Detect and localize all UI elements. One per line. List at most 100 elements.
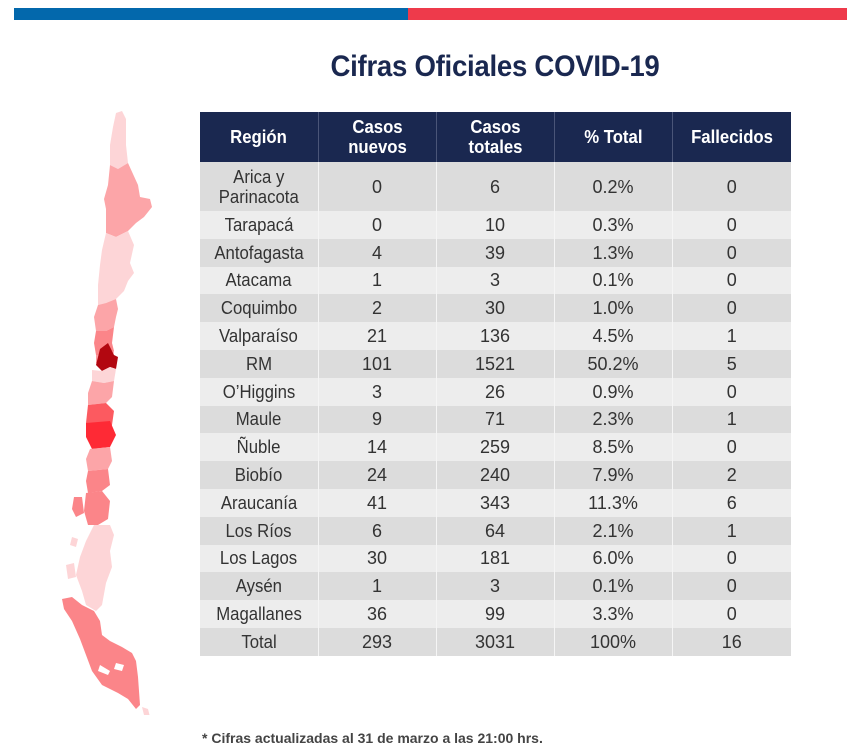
pct-total-cell: 0.2% <box>553 162 672 211</box>
casos-nuevos-cell: 24 <box>317 461 436 489</box>
casos-nuevos-cell: 2 <box>317 294 436 323</box>
table-row: Magallanes 36 99 3.3% 0 <box>200 600 791 628</box>
pct-total-cell: 8.5% <box>553 433 672 462</box>
table-row: Biobío 24 240 7.9% 2 <box>200 461 791 489</box>
region-cell: RM <box>200 349 318 378</box>
pct-total-cell: 4.5% <box>553 322 672 350</box>
casos-totales-cell: 10 <box>435 211 554 239</box>
pct-total-cell: 0.3% <box>553 211 672 239</box>
fallecidos-cell: 0 <box>671 572 791 601</box>
region-cell: Antofagasta <box>200 238 318 267</box>
casos-totales-cell: 181 <box>435 544 554 573</box>
pct-total-total: 100% <box>553 627 672 656</box>
fallecidos-cell: 0 <box>671 162 791 211</box>
region-cell: Aysén <box>200 572 318 601</box>
casos-nuevos-cell: 1 <box>317 572 436 601</box>
table-row: Arica y Parinacota 0 6 0.2% 0 <box>200 162 791 211</box>
fallecidos-cell: 0 <box>671 294 791 323</box>
fallecidos-cell: 0 <box>671 238 791 267</box>
casos-nuevos-cell: 36 <box>317 600 436 628</box>
casos-nuevos-cell: 9 <box>317 405 436 434</box>
pct-total-cell: 0.1% <box>553 572 672 601</box>
pct-total-cell: 6.0% <box>553 544 672 573</box>
page-title: Cifras Oficiales COVID-19 <box>330 50 660 83</box>
casos-totales-cell: 30 <box>435 294 554 323</box>
table-row: Los Lagos 30 181 6.0% 0 <box>200 544 791 573</box>
casos-nuevos-cell: 0 <box>317 162 436 211</box>
pct-total-cell: 1.0% <box>553 294 672 323</box>
pct-total-cell: 0.1% <box>553 266 672 295</box>
column-header-fallecidos: Fallecidos <box>671 112 791 162</box>
pct-total-cell: 0.9% <box>553 377 672 406</box>
table-row: Los Ríos 6 64 2.1% 1 <box>200 516 791 545</box>
region-cell: Arica y Parinacota <box>200 162 318 211</box>
fallecidos-cell: 0 <box>671 266 791 295</box>
pct-total-cell: 11.3% <box>553 488 672 517</box>
table-row: Antofagasta 4 39 1.3% 0 <box>200 238 791 267</box>
region-cell: Biobío <box>200 461 318 489</box>
casos-totales-cell: 136 <box>435 322 554 350</box>
flag-red-segment <box>408 8 847 20</box>
casos-nuevos-cell: 0 <box>317 211 436 239</box>
chile-map-icon <box>62 111 152 715</box>
region-cell-total: Total <box>200 627 318 656</box>
casos-totales-cell: 71 <box>435 405 554 434</box>
fallecidos-cell: 0 <box>671 211 791 239</box>
table-row: Maule 9 71 2.3% 1 <box>200 405 791 434</box>
casos-totales-cell: 64 <box>435 516 554 545</box>
covid-cases-table: Región Casos nuevos Casos totales % Tota… <box>200 112 791 656</box>
casos-nuevos-cell: 1 <box>317 266 436 295</box>
casos-nuevos-cell: 14 <box>317 433 436 462</box>
pct-total-cell: 1.3% <box>553 238 672 267</box>
table-row: Atacama 1 3 0.1% 0 <box>200 266 791 295</box>
region-cell: Coquimbo <box>200 294 318 323</box>
casos-nuevos-total: 293 <box>317 627 436 656</box>
flag-color-bar <box>14 8 847 20</box>
table-total-row: Total 293 3031 100% 16 <box>200 627 791 656</box>
region-cell: Los Lagos <box>200 544 318 573</box>
fallecidos-cell: 1 <box>671 322 791 350</box>
fallecidos-cell: 0 <box>671 544 791 573</box>
flag-blue-segment <box>14 8 408 20</box>
casos-nuevos-cell: 21 <box>317 322 436 350</box>
casos-nuevos-cell: 101 <box>317 349 436 378</box>
casos-nuevos-cell: 6 <box>317 516 436 545</box>
pct-total-cell: 7.9% <box>553 461 672 489</box>
casos-totales-cell: 343 <box>435 488 554 517</box>
table-row: Valparaíso 21 136 4.5% 1 <box>200 322 791 350</box>
casos-totales-cell: 240 <box>435 461 554 489</box>
region-cell: Ñuble <box>200 433 318 462</box>
fallecidos-total: 16 <box>671 627 791 656</box>
region-cell: Valparaíso <box>200 322 318 350</box>
region-cell: O’Higgins <box>200 377 318 406</box>
column-header-pct-total: % Total <box>553 112 672 162</box>
casos-totales-cell: 1521 <box>435 349 554 378</box>
fallecidos-cell: 5 <box>671 349 791 378</box>
table-row: Tarapacá 0 10 0.3% 0 <box>200 211 791 239</box>
table-row: Ñuble 14 259 8.5% 0 <box>200 433 791 462</box>
pct-total-cell: 2.1% <box>553 516 672 545</box>
fallecidos-cell: 0 <box>671 600 791 628</box>
casos-totales-cell: 6 <box>435 162 554 211</box>
region-cell: Los Ríos <box>200 516 318 545</box>
casos-totales-cell: 99 <box>435 600 554 628</box>
fallecidos-cell: 6 <box>671 488 791 517</box>
footnote: * Cifras actualizadas al 31 de marzo a l… <box>202 730 543 746</box>
region-cell: Araucanía <box>200 488 318 517</box>
column-header-region: Región <box>200 112 318 162</box>
table-row: Araucanía 41 343 11.3% 6 <box>200 488 791 517</box>
fallecidos-cell: 2 <box>671 461 791 489</box>
casos-totales-total: 3031 <box>435 627 554 656</box>
region-cell: Tarapacá <box>200 211 318 239</box>
fallecidos-cell: 0 <box>671 377 791 406</box>
pct-total-cell: 2.3% <box>553 405 672 434</box>
region-cell: Maule <box>200 405 318 434</box>
casos-totales-cell: 3 <box>435 572 554 601</box>
pct-total-cell: 3.3% <box>553 600 672 628</box>
table-row: Coquimbo 2 30 1.0% 0 <box>200 294 791 323</box>
column-header-casos-totales: Casos totales <box>435 112 554 162</box>
region-cell: Atacama <box>200 266 318 295</box>
fallecidos-cell: 1 <box>671 516 791 545</box>
casos-totales-cell: 259 <box>435 433 554 462</box>
table-row: Aysén 1 3 0.1% 0 <box>200 572 791 601</box>
